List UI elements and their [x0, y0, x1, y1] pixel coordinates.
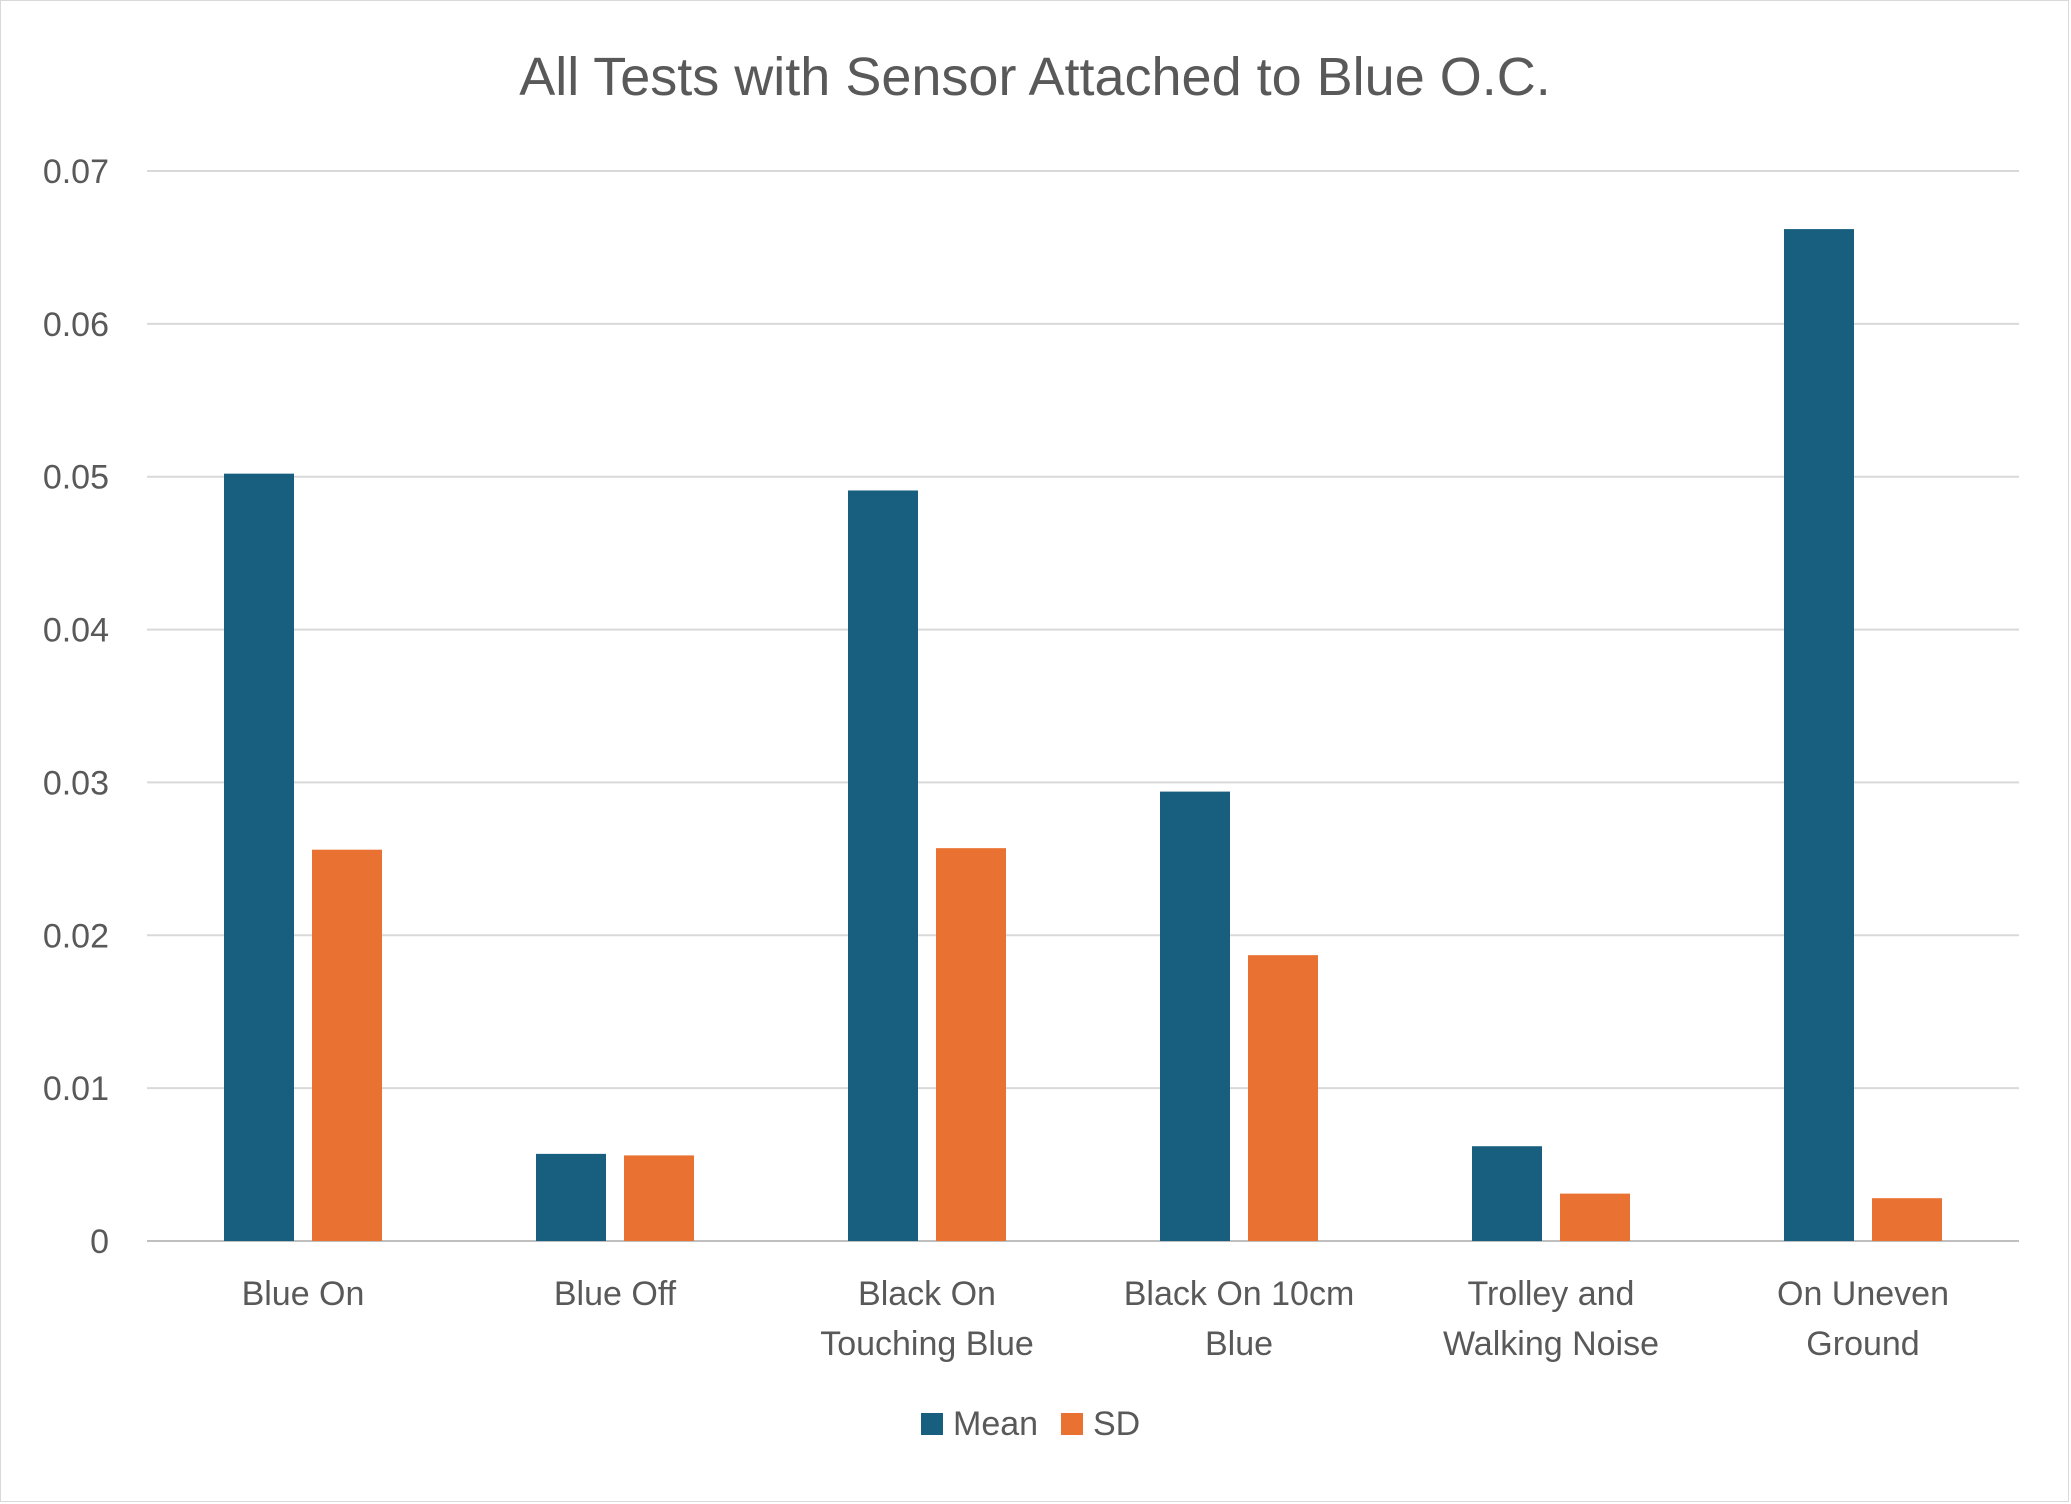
bar-sd-5 — [1872, 1198, 1942, 1241]
x-category-label: Blue On — [242, 1275, 365, 1313]
x-category-label: Blue Off — [554, 1275, 677, 1313]
bar-sd-4 — [1560, 1193, 1630, 1241]
y-tick-label: 0.02 — [43, 917, 109, 955]
legend-swatch-sd — [1061, 1413, 1083, 1435]
bars — [224, 229, 1942, 1242]
y-tick-label: 0 — [90, 1223, 109, 1261]
bar-mean-3 — [1160, 791, 1230, 1241]
bar-mean-5 — [1784, 229, 1854, 1242]
x-category-label: Trolley and — [1468, 1275, 1635, 1313]
bar-mean-0 — [224, 473, 294, 1242]
bar-mean-1 — [536, 1153, 606, 1241]
legend-label-mean: Mean — [953, 1405, 1038, 1443]
bar-sd-1 — [624, 1155, 694, 1241]
x-category-label: Touching Blue — [820, 1325, 1034, 1363]
x-category-label: Ground — [1806, 1325, 1919, 1363]
bar-mean-2 — [848, 490, 918, 1241]
legend-label-sd: SD — [1093, 1405, 1140, 1443]
bar-sd-2 — [936, 848, 1006, 1241]
y-tick-label: 0.01 — [43, 1070, 109, 1108]
x-axis-category-labels: Blue On Blue Off Black On Touching Blue Blac… — [242, 1275, 1949, 1363]
legend: Mean SD — [921, 1405, 1140, 1443]
legend-swatch-mean — [921, 1413, 943, 1435]
x-category-label: Blue — [1205, 1325, 1273, 1363]
bar-sd-0 — [312, 849, 382, 1241]
x-category-label: Black On 10cm — [1124, 1275, 1355, 1313]
y-tick-label: 0.06 — [43, 306, 109, 344]
y-tick-label: 0.03 — [43, 764, 109, 802]
y-tick-label: 0.07 — [43, 153, 109, 191]
x-category-label: On Uneven — [1777, 1275, 1949, 1313]
x-category-label: Black On — [858, 1275, 996, 1313]
gridlines — [147, 170, 2019, 1242]
y-axis-tick-labels: 0 0.01 0.02 0.03 0.04 0.05 0.06 0.07 — [43, 153, 109, 1261]
y-tick-label: 0.05 — [43, 459, 109, 497]
bar-mean-4 — [1472, 1146, 1542, 1241]
x-category-label: Walking Noise — [1443, 1325, 1659, 1363]
chart-title: All Tests with Sensor Attached to Blue O… — [519, 47, 1551, 107]
y-tick-label: 0.04 — [43, 612, 109, 650]
bar-sd-3 — [1248, 955, 1318, 1241]
